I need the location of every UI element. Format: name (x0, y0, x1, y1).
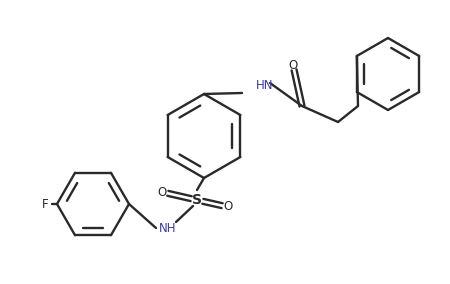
Text: NH: NH (159, 222, 177, 235)
Text: S: S (192, 193, 202, 207)
Text: HN: HN (256, 78, 274, 91)
Text: O: O (158, 185, 166, 199)
Text: O: O (288, 59, 297, 72)
Text: O: O (223, 201, 233, 214)
Text: F: F (41, 197, 48, 210)
